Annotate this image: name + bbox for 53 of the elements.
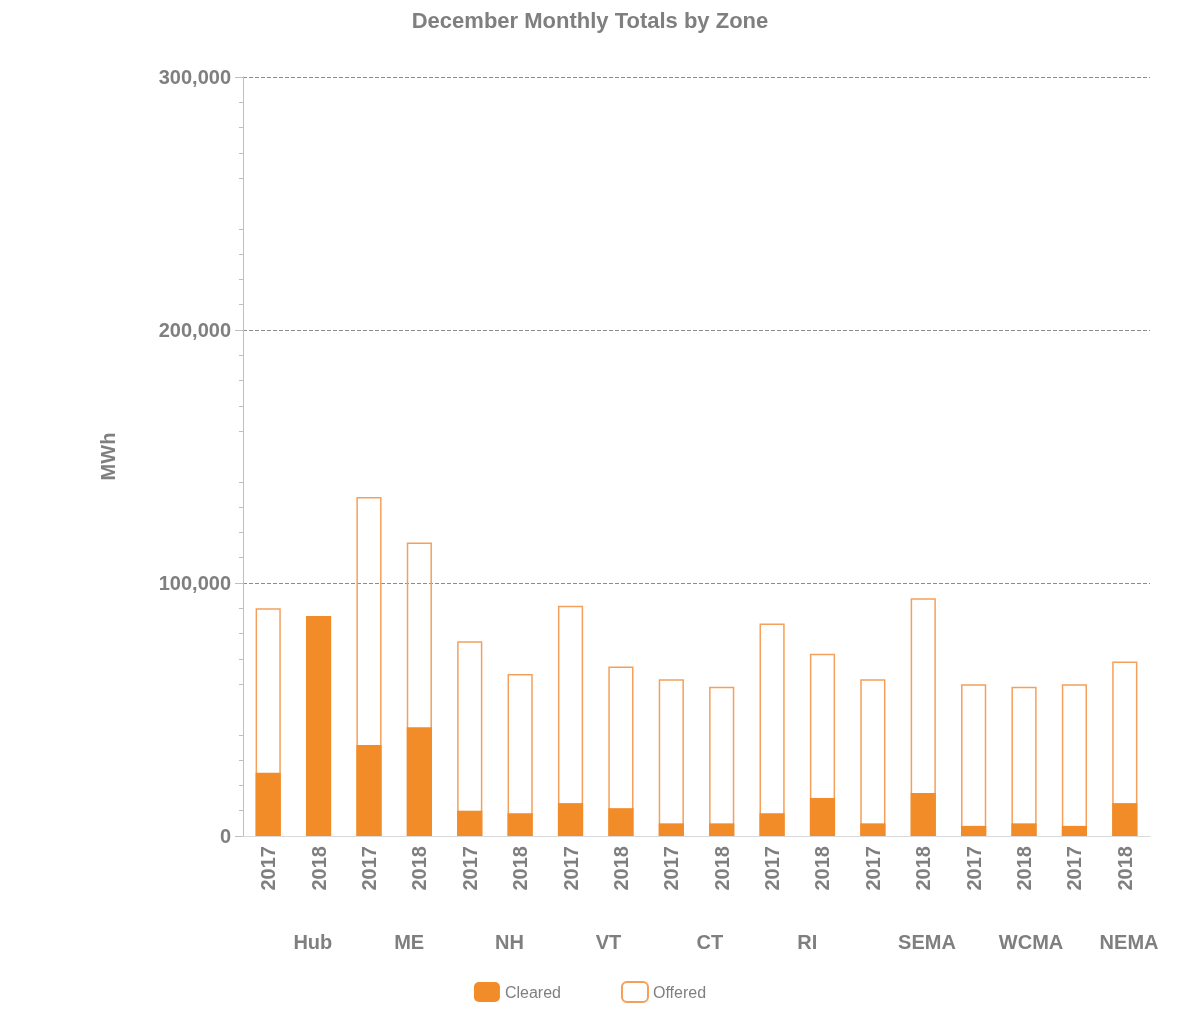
bar — [759, 813, 785, 836]
x-tick-label: 2018 — [811, 846, 834, 891]
text: RI — [797, 931, 818, 953]
x-tick-label: 2018 — [1013, 846, 1036, 891]
x-tick-label: 2018 — [509, 846, 532, 891]
bar — [961, 825, 987, 836]
x-tick-label: 2018 — [408, 846, 431, 891]
bar — [658, 823, 684, 836]
x-tick-label: 2018 — [307, 846, 330, 891]
bar — [910, 792, 936, 836]
x-tick-label: 2017 — [660, 846, 683, 891]
bar — [1011, 823, 1037, 836]
x-tick-label: 2017 — [962, 846, 985, 891]
bar — [507, 813, 533, 836]
x-tick-label: 2017 — [861, 846, 884, 891]
bar — [406, 727, 432, 836]
text: NH — [494, 931, 524, 953]
bar — [557, 803, 584, 836]
y-tick-label: 100,000 — [158, 572, 231, 594]
text: WCMA — [998, 931, 1064, 953]
x-tick-label: 2017 — [458, 846, 481, 891]
x-tick-label: 2017 — [559, 846, 582, 891]
text: NEMA — [1099, 931, 1159, 953]
x-tick-label: 2017 — [257, 846, 280, 891]
bar — [356, 744, 382, 836]
text: SEMA — [898, 931, 956, 953]
y-axis-title: MWh — [97, 432, 119, 481]
bar — [1112, 803, 1138, 836]
bar — [809, 798, 836, 836]
bar — [305, 615, 332, 836]
x-tick-label: 2017 — [1063, 846, 1086, 891]
x-tick-label: 2017 — [357, 846, 380, 891]
bar — [1061, 825, 1088, 836]
x-tick-label: 2018 — [710, 846, 733, 891]
x-tick-label: 2018 — [609, 846, 632, 891]
y-tick-label: 0 — [219, 825, 231, 847]
x-tick-label: 2018 — [1113, 846, 1136, 891]
legend-label: Offered — [652, 983, 707, 1001]
bar — [608, 808, 634, 836]
y-tick-label: 300,000 — [158, 66, 231, 88]
bar — [255, 772, 281, 836]
text: VT — [595, 931, 622, 953]
text: CT — [696, 931, 724, 953]
text: ME — [394, 931, 425, 953]
bar — [457, 810, 483, 836]
text: Hub — [293, 931, 333, 953]
x-tick-label: 2018 — [912, 846, 935, 891]
x-tick-label: 2017 — [761, 846, 784, 891]
bar — [709, 823, 735, 836]
bar — [860, 823, 886, 836]
chart-title: December Monthly Totals by Zone — [411, 7, 769, 33]
y-tick-label: 200,000 — [158, 319, 231, 341]
legend-label: Cleared — [504, 983, 561, 1001]
